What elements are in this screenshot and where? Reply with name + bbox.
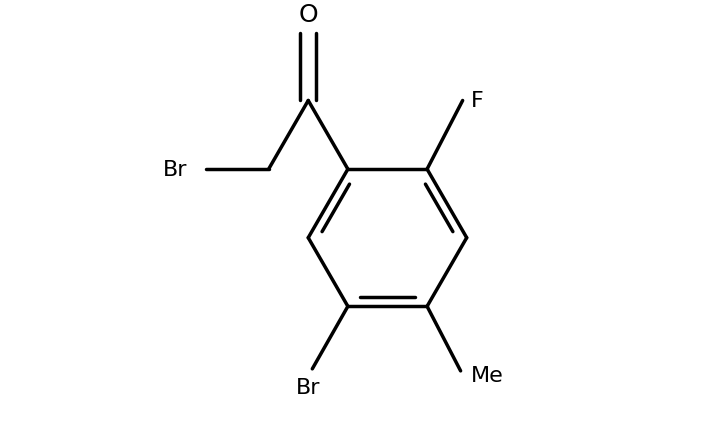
- Text: Me: Me: [471, 365, 503, 385]
- Text: Br: Br: [163, 160, 187, 180]
- Text: Br: Br: [296, 377, 321, 397]
- Text: F: F: [471, 91, 483, 111]
- Text: O: O: [298, 3, 318, 27]
